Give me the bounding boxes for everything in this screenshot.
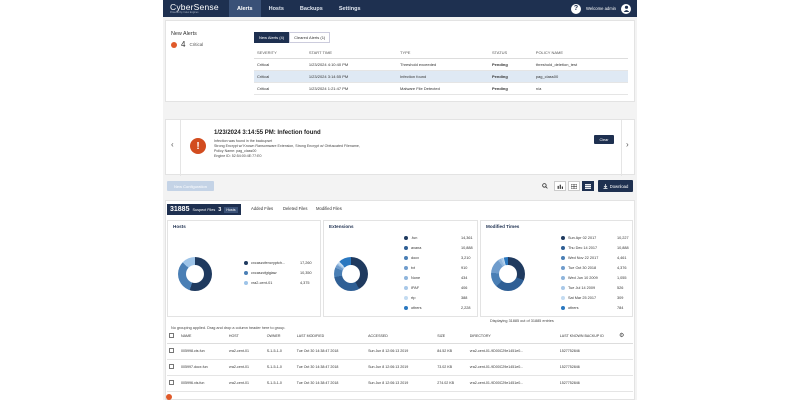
select-all-checkbox[interactable] bbox=[169, 333, 174, 339]
chart-view-icon[interactable] bbox=[554, 181, 566, 191]
alert-detail: ‹ ! 1/23/2024 3:14:55 PM: Infection foun… bbox=[165, 119, 635, 176]
hosts-toggle[interactable]: Hosts bbox=[224, 206, 238, 213]
help-icon[interactable]: ? bbox=[571, 3, 582, 14]
table-row[interactable]: Critical 1/23/2024 1:21:47 PM Malware File… bbox=[254, 82, 628, 95]
download-button[interactable]: Download bbox=[598, 180, 633, 192]
list-view-icon[interactable] bbox=[582, 181, 594, 191]
search-icon[interactable] bbox=[539, 181, 551, 191]
displaying-count: Displaying 31885 out of 31885 entries bbox=[490, 319, 554, 323]
detail-title: 1/23/2024 3:14:55 PM: Infection found bbox=[214, 130, 321, 136]
nav-backups[interactable]: Backups bbox=[299, 5, 323, 12]
table-row[interactable]: 005998.cts.fun vra2-cent-01 S-1-5-1-0 Tue O… bbox=[167, 343, 633, 360]
hosts-panel: Hosts cxcaszcfencryptch... 17,260 cxcaszc… bbox=[167, 220, 321, 317]
files-table: NAME HOST OWNER LAST MODIFIED ACCESSED S… bbox=[167, 330, 633, 392]
gear-icon[interactable]: ⚙ bbox=[619, 333, 625, 339]
logo[interactable]: CyberSense Powered by Index Engines bbox=[170, 2, 219, 14]
alerts-table: SEVERITY START TIME TYPE STATUS POLICY NAME … bbox=[254, 47, 628, 95]
download-icon bbox=[603, 183, 608, 189]
top-bar: CyberSense Powered by Index Engines Alert… bbox=[163, 0, 637, 17]
prev-alert-button[interactable]: ‹ bbox=[171, 140, 174, 149]
next-alert-button[interactable]: › bbox=[626, 140, 629, 149]
critical-icon bbox=[171, 41, 177, 48]
welcome-text: Welcome admin bbox=[586, 6, 616, 11]
clear-button[interactable]: Clear bbox=[594, 135, 614, 144]
hosts-donut bbox=[178, 257, 212, 291]
extensions-donut bbox=[334, 257, 368, 291]
tab-new-alerts[interactable]: New Alerts (4) bbox=[254, 32, 290, 43]
table-row[interactable]: Critical 1/23/2024 3:14:55 PM Infection fo… bbox=[254, 70, 628, 83]
row-checkbox[interactable] bbox=[169, 380, 174, 385]
grid-view-icon[interactable] bbox=[568, 181, 580, 191]
tab-deleted-files[interactable]: Deleted Files bbox=[283, 206, 308, 211]
new-alerts-title: New Alerts bbox=[171, 31, 197, 37]
extensions-panel: Extensions .fun 14,361 avana 10,888 docx 3,… bbox=[323, 220, 478, 317]
row-checkbox[interactable] bbox=[169, 364, 174, 369]
tab-added-files[interactable]: Added Files bbox=[251, 206, 274, 211]
table-row[interactable]: Critical 1/23/2024 4:10:40 PM Threshold ex… bbox=[254, 58, 628, 71]
new-alerts-count: 4 Critical bbox=[171, 40, 203, 49]
user-avatar-icon[interactable] bbox=[621, 3, 631, 14]
nav-alerts[interactable]: Alerts bbox=[229, 0, 261, 17]
modified-times-donut bbox=[491, 257, 525, 291]
alert-icon: ! bbox=[190, 138, 206, 154]
modified-times-panel: Modified Times Sun Apr 02 2017 10,227 Thu… bbox=[480, 220, 633, 317]
alert-tabs: New Alerts (4) Cleared Alerts (1) bbox=[254, 32, 331, 43]
group-hint: No grouping applied. Drag and drop a col… bbox=[171, 326, 286, 330]
nav-hosts[interactable]: Hosts bbox=[268, 5, 284, 12]
new-configuration-button[interactable]: New Configuration bbox=[167, 181, 214, 191]
tab-modified-files[interactable]: Modified Files bbox=[316, 206, 342, 211]
main-nav: Alerts Hosts Backups Settings bbox=[229, 0, 369, 17]
tab-cleared-alerts[interactable]: Cleared Alerts (1) bbox=[289, 32, 331, 43]
status-indicator-icon bbox=[166, 394, 172, 400]
suspect-files-header: 31885 Suspect Files 3 Hosts bbox=[167, 204, 241, 215]
row-checkbox[interactable] bbox=[169, 348, 174, 353]
app-window: CyberSense Powered by Index Engines Alert… bbox=[163, 0, 637, 400]
nav-settings[interactable]: Settings bbox=[338, 5, 361, 12]
table-row[interactable]: 005996.xls.fun vra2-cent-01 S-1-5-1-0 Tue O… bbox=[167, 375, 633, 392]
table-row[interactable]: 005997.docx.fun vra2-cent-01 S-1-5-1-0 Tue … bbox=[167, 359, 633, 376]
